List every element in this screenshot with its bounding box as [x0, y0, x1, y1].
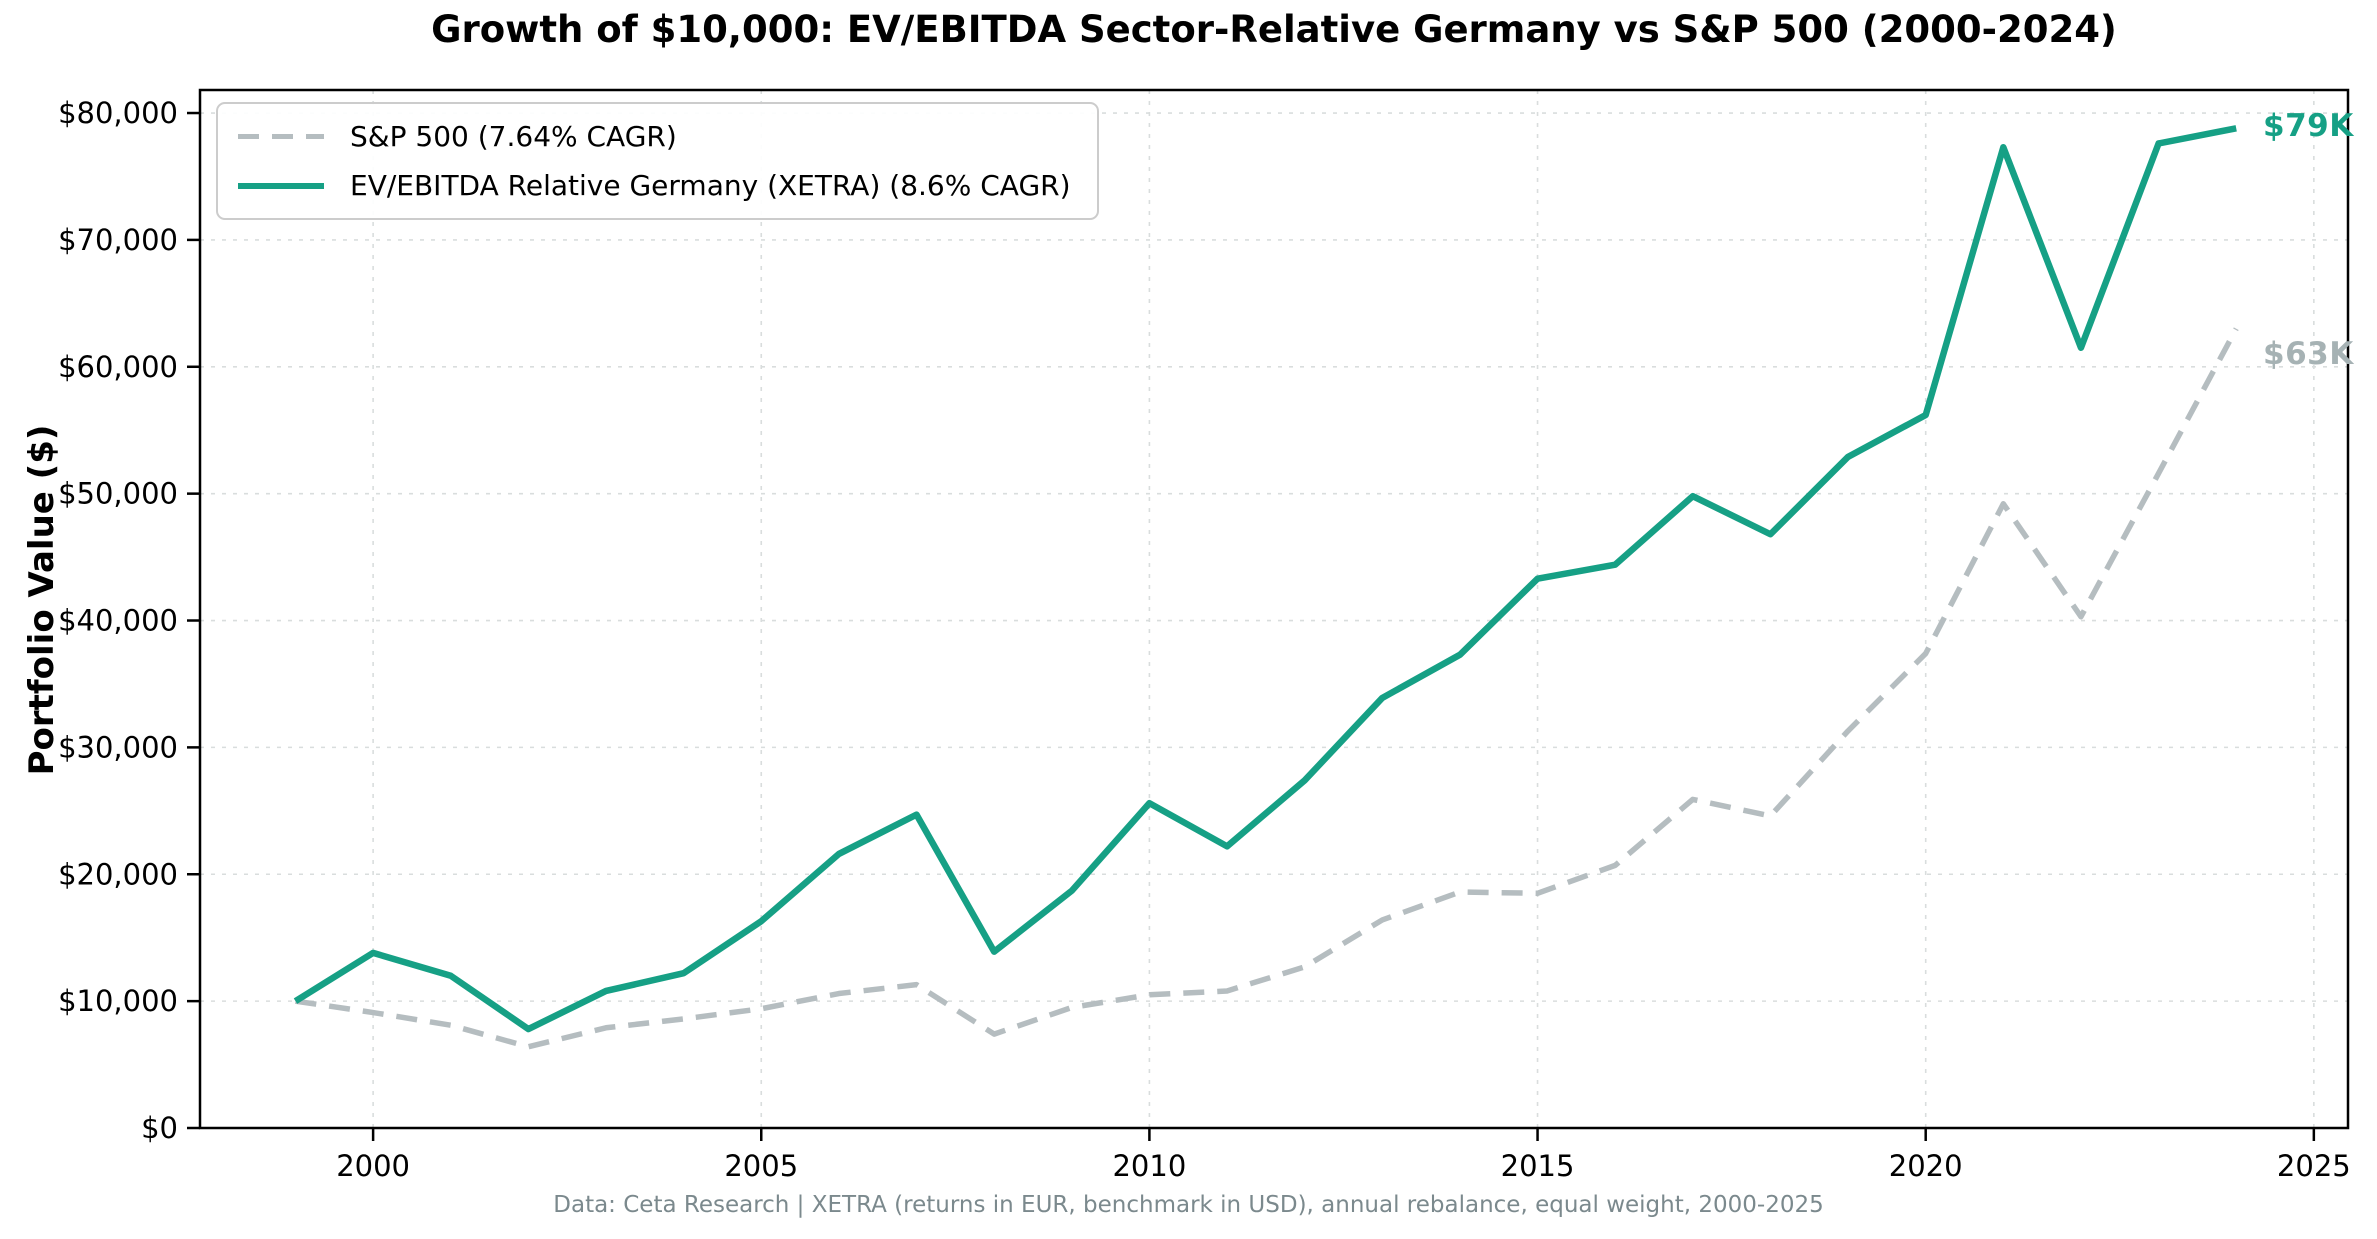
y-tick-label: $20,000	[58, 857, 178, 891]
data-series	[293, 125, 2239, 1050]
gridlines	[200, 90, 2348, 1128]
series-line	[295, 327, 2239, 1050]
axes-frame	[198, 88, 2350, 1130]
end-value-label-germany: $79K	[2263, 108, 2354, 144]
x-tick-label: 2025	[2277, 1149, 2351, 1183]
y-tick-label: $40,000	[58, 604, 178, 638]
legend-item-germany: EV/EBITDA Relative Germany (XETRA) (8.6%…	[238, 169, 1071, 202]
y-tick-label: $30,000	[58, 730, 178, 764]
legend-box: S&P 500 (7.64% CAGR) EV/EBITDA Relative …	[216, 102, 1099, 220]
y-tick-label: $60,000	[58, 350, 178, 384]
axis-ticks: 2000 2005 2010 2015 2020 2025 $0 $10,000 $20,000…	[58, 96, 2351, 1183]
end-value-label-sp500: $63K	[2263, 336, 2354, 372]
chart-title: Growth of $10,000: EV/EBITDA Sector-Rela…	[431, 8, 2117, 51]
y-tick-label: $70,000	[58, 223, 178, 257]
x-tick-label: 2020	[1889, 1149, 1963, 1183]
y-tick-label: $10,000	[58, 984, 178, 1018]
x-tick-label: 2005	[724, 1149, 798, 1183]
legend-swatch-germany-solid-line	[238, 182, 324, 189]
x-tick-label: 2015	[1501, 1149, 1575, 1183]
y-tick-label: $50,000	[58, 477, 178, 511]
x-tick-label: 2000	[336, 1149, 410, 1183]
legend-label-sp500: S&P 500 (7.64% CAGR)	[350, 120, 677, 153]
legend-label-germany: EV/EBITDA Relative Germany (XETRA) (8.6%…	[350, 169, 1071, 202]
y-tick-label: $80,000	[58, 96, 178, 130]
legend-item-sp500: S&P 500 (7.64% CAGR)	[238, 120, 1071, 153]
series-line	[293, 125, 2237, 1033]
y-tick-label: $0	[141, 1111, 178, 1145]
x-tick-label: 2010	[1112, 1149, 1186, 1183]
legend-swatch-sp500-dashed-line	[238, 133, 324, 140]
source-caption: Data: Ceta Research | XETRA (returns in …	[553, 1192, 1824, 1218]
